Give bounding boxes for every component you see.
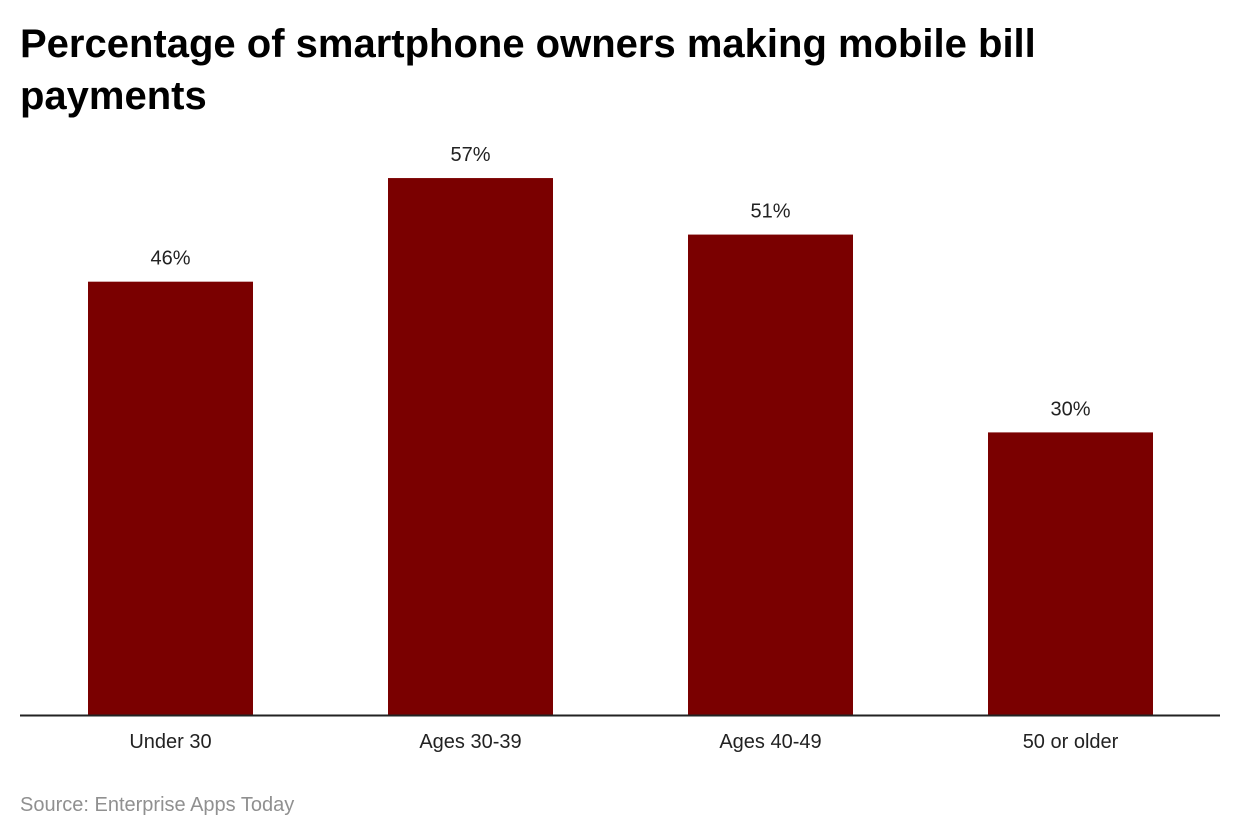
data-label: 57% [450, 144, 490, 166]
data-label: 46% [150, 248, 190, 270]
x-tick-label: Under 30 [129, 731, 211, 753]
bar [388, 178, 553, 715]
x-tick-label: Ages 40-49 [719, 731, 821, 753]
bar [88, 281, 253, 715]
data-label: 30% [1050, 398, 1090, 420]
bar [988, 432, 1153, 715]
bar [688, 234, 853, 715]
data-label: 51% [750, 201, 790, 223]
x-tick-label: Ages 30-39 [419, 731, 521, 753]
x-tick-label: 50 or older [1023, 731, 1119, 753]
source-note: Source: Enterprise Apps Today [20, 794, 295, 816]
chart-title: Percentage of smartphone owners making m… [20, 22, 1036, 118]
